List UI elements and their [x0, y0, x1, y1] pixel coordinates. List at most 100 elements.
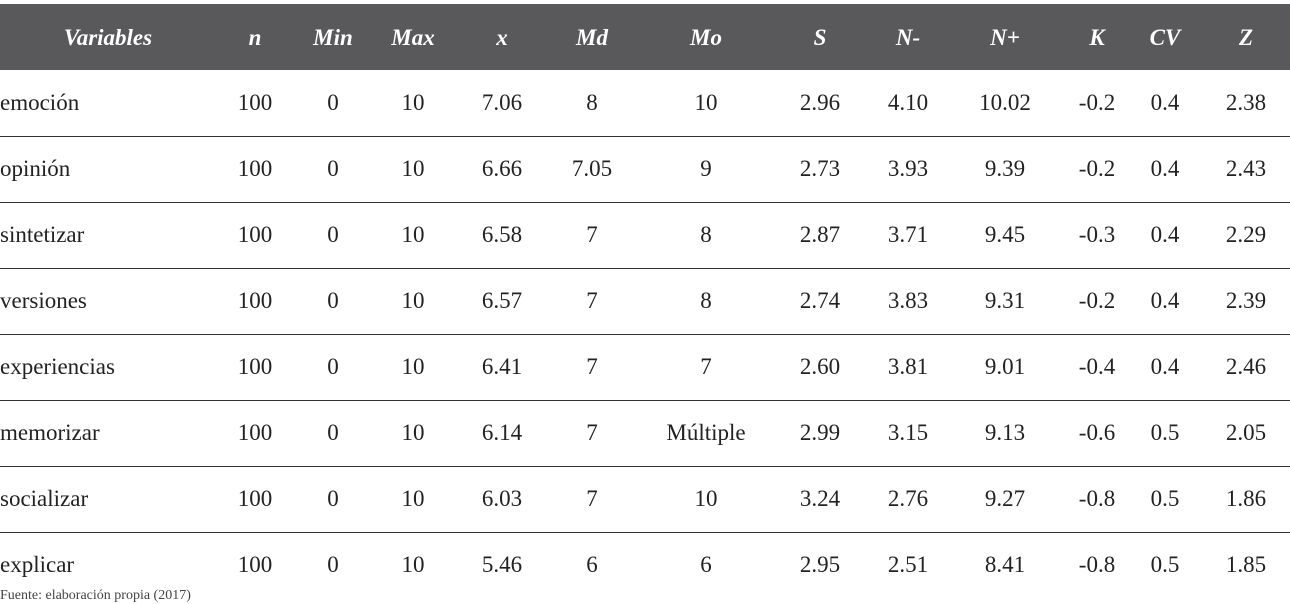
header-cell: Min [313, 25, 353, 50]
table-cell: 2.95 [799, 552, 841, 577]
table-cell: 10 [401, 354, 425, 379]
table-cell: 100 [237, 486, 273, 511]
table-cell: 100 [237, 288, 273, 313]
table-cell: 0 [327, 222, 339, 247]
table-cell: 0.4 [1150, 90, 1180, 115]
table-cell: 0 [327, 420, 339, 445]
table-cell: 6.41 [481, 354, 523, 379]
table-cell: 10 [401, 552, 425, 577]
table-cell: 2.38 [1225, 90, 1267, 115]
row-separator [0, 268, 1290, 269]
table-cell: 10 [694, 90, 718, 115]
table-cell: 2.99 [799, 420, 841, 445]
table-cell: 2.05 [1225, 420, 1267, 445]
table-cell: 0 [327, 486, 339, 511]
header-cell: Z [1238, 25, 1254, 50]
table-cell: 6.57 [481, 288, 523, 313]
row-label: socializar [0, 486, 89, 511]
table-cell: 2.29 [1225, 222, 1267, 247]
row-separator [0, 334, 1290, 335]
table-cell: 100 [237, 90, 273, 115]
header-cell: K [1089, 25, 1105, 50]
row-label: emoción [0, 90, 80, 115]
table-cell: 0 [327, 288, 339, 313]
table-cell: 2.87 [799, 222, 841, 247]
table-cell: -0.8 [1078, 486, 1116, 511]
table-cell: 2.73 [799, 156, 841, 181]
table-cell: 7 [700, 354, 712, 379]
table-cell: 3.81 [887, 354, 929, 379]
source-note: Fuente: elaboración propia (2017) [0, 588, 191, 603]
table-cell: 4.10 [887, 90, 929, 115]
row-label: versiones [0, 288, 87, 313]
table-cell: 2.60 [799, 354, 841, 379]
header-cell: x [496, 25, 508, 50]
table-cell: 0.4 [1150, 156, 1180, 181]
table-cell: 5.46 [481, 552, 523, 577]
table-cell: 9.45 [984, 222, 1026, 247]
table-cell: 8 [586, 90, 598, 115]
row-label: opinión [0, 156, 71, 181]
table-cell: 7 [586, 486, 598, 511]
header-cell: N- [895, 25, 921, 50]
table-cell: 10 [401, 90, 425, 115]
table-cell: 2.43 [1225, 156, 1267, 181]
table-cell: -0.2 [1078, 288, 1116, 313]
header-cell: N+ [990, 25, 1020, 50]
table-cell: 10 [401, 486, 425, 511]
table-cell: 9.39 [984, 156, 1026, 181]
table-cell: 0.5 [1150, 420, 1180, 445]
table-cell: 6.14 [481, 420, 523, 445]
row-label: sintetizar [0, 222, 85, 247]
table-cell: -0.3 [1078, 222, 1116, 247]
table-cell: 100 [237, 420, 273, 445]
header-cell: n [248, 25, 262, 50]
table-cell: 7 [586, 420, 598, 445]
row-label: experiencias [0, 354, 115, 379]
table-cell: 1.85 [1225, 552, 1267, 577]
table-cell: 10 [694, 486, 718, 511]
table-cell: 9.27 [984, 486, 1026, 511]
table-cell: 8.41 [984, 552, 1026, 577]
header-cell: S [813, 25, 827, 50]
table-cell: 7 [586, 288, 598, 313]
table-cell: -0.2 [1078, 90, 1116, 115]
table-cell: 6.03 [481, 486, 523, 511]
table-cell: 1.86 [1225, 486, 1267, 511]
table-cell: 6 [700, 552, 712, 577]
table-cell: 10 [401, 222, 425, 247]
table-cell: -0.6 [1078, 420, 1116, 445]
table-cell: 2.76 [887, 486, 929, 511]
table-cell: 2.51 [887, 552, 929, 577]
table-cell: 6 [586, 552, 598, 577]
header-cell: CV [1149, 25, 1181, 50]
table-cell: 0.4 [1150, 354, 1180, 379]
table-cell: 9.13 [984, 420, 1026, 445]
table-cell: 100 [237, 552, 273, 577]
table-cell: -0.2 [1078, 156, 1116, 181]
row-separator [0, 400, 1290, 401]
row-label: explicar [0, 552, 75, 577]
table-cell: 6.66 [481, 156, 523, 181]
row-label: memorizar [0, 420, 100, 445]
header-cell: Max [391, 25, 435, 50]
table-cell: 9.31 [984, 288, 1026, 313]
table-cell: 2.74 [799, 288, 841, 313]
row-separator [0, 532, 1290, 533]
table-cell: 8 [700, 288, 712, 313]
table-header [0, 4, 1290, 70]
header-cell: Variables [63, 25, 153, 50]
table-cell: 9.01 [984, 354, 1026, 379]
table-cell: 3.15 [887, 420, 929, 445]
table-cell: -0.8 [1078, 552, 1116, 577]
table-cell: 10 [401, 288, 425, 313]
table-cell: 0.5 [1150, 486, 1180, 511]
table-cell: 100 [237, 354, 273, 379]
header-cell: Mo [690, 25, 722, 50]
table-cell: 0.4 [1150, 288, 1180, 313]
table-cell: 7.06 [481, 90, 523, 115]
table-cell: 7.05 [571, 156, 613, 181]
table-cell: 2.96 [799, 90, 841, 115]
row-separator [0, 466, 1290, 467]
